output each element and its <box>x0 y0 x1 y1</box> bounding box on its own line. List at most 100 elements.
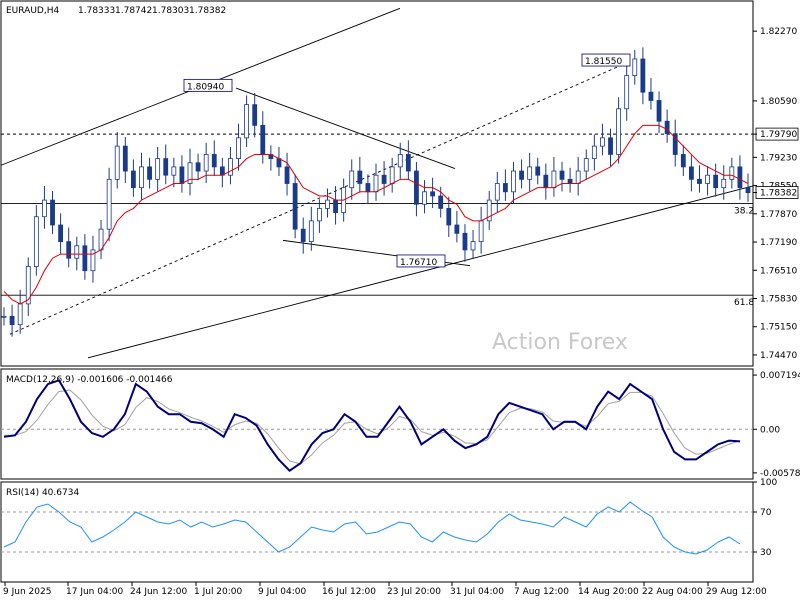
x-tick-9: 14 Aug 20:00 <box>578 587 639 597</box>
candle-body-87 <box>705 174 710 184</box>
candle-body-55 <box>446 208 452 226</box>
swing-label-1: 1.81550 <box>585 57 622 67</box>
price-tick-1: 1.80590 <box>760 97 797 107</box>
candle-body-9 <box>74 245 80 259</box>
candle-body-63 <box>511 170 516 193</box>
x-tick-1: 17 Jun 04:00 <box>66 587 123 597</box>
candle-body-23 <box>187 162 193 184</box>
candle-body-10 <box>82 245 88 272</box>
candle-body-41 <box>333 199 338 213</box>
candle-body-40 <box>325 199 330 209</box>
candle-body-86 <box>697 178 702 184</box>
price-tick-8: 1.76510 <box>760 266 797 276</box>
fib-label-1: 61.8 <box>734 298 754 308</box>
candle-body-68 <box>551 170 557 189</box>
price-tick-5: 1.78382 <box>760 189 797 199</box>
candle-body-17 <box>139 166 144 189</box>
candle-body-81 <box>656 100 662 122</box>
candle-body-35 <box>284 166 290 184</box>
swing-label-2: 1.76710 <box>400 258 437 268</box>
candle-body-15 <box>122 145 128 172</box>
candle-body-45 <box>365 183 371 193</box>
price-tick-3: 1.79230 <box>760 153 797 163</box>
candle-body-24 <box>195 162 201 172</box>
candle-body-70 <box>567 178 573 184</box>
candle-body-44 <box>357 170 363 184</box>
ohlc-high: 1.78742 <box>115 6 152 16</box>
candle-body-85 <box>688 166 694 180</box>
candle-body-69 <box>559 170 565 180</box>
swing-box-2 <box>396 254 446 268</box>
wedge-upper-line <box>235 87 456 169</box>
candle-body-4 <box>33 216 39 267</box>
price-tick-0: 1.82270 <box>760 27 797 37</box>
macd-title: MACD(12,26,9) -0.001606 -0.001466 <box>6 375 173 385</box>
macd-layer <box>1 379 753 473</box>
price-tick-9: 1.75830 <box>760 294 797 304</box>
price-title: EURAUD,H4 <box>6 6 59 16</box>
candle-body-37 <box>300 228 306 243</box>
price-tick-2: 1.79790 <box>760 130 797 140</box>
candle-body-11 <box>90 249 96 272</box>
x-tick-0: 9 Jun 2025 <box>3 587 51 597</box>
macd-tick-0: 0.007194 <box>760 371 800 381</box>
candle-body-5 <box>42 199 47 218</box>
candle-body-60 <box>486 199 492 222</box>
candle-body-57 <box>462 232 468 251</box>
candle-body-88 <box>713 174 719 189</box>
candle-body-71 <box>575 170 581 184</box>
candle-body-67 <box>543 174 549 189</box>
candle-body-31 <box>252 104 258 126</box>
candle-body-78 <box>632 58 638 76</box>
rsi-title: RSI(14) 40.6734 <box>6 488 79 498</box>
candle-body-46 <box>373 174 379 193</box>
swing-label-0: 1.80940 <box>187 82 224 92</box>
rsi-panel <box>0 481 754 583</box>
candle-body-3 <box>25 266 31 305</box>
candle-body-7 <box>58 224 64 243</box>
rsi-tick-0: 100 <box>760 478 777 488</box>
candle-body-83 <box>672 133 678 155</box>
ohlc-low: 1.78303 <box>152 6 189 16</box>
candle-body-22 <box>179 166 185 184</box>
candle-body-75 <box>608 137 613 155</box>
candle-body-28 <box>228 158 233 176</box>
candle-body-51 <box>414 170 419 205</box>
candle-body-92 <box>745 187 751 194</box>
rsi-line <box>3 501 741 555</box>
price-tick-10: 1.75150 <box>760 323 797 333</box>
candle-body-89 <box>721 178 727 189</box>
candle-body-50 <box>405 154 411 172</box>
candle-body-47 <box>381 174 387 184</box>
macd-panel <box>0 368 754 480</box>
candle-body-54 <box>438 195 444 209</box>
candle-body-66 <box>535 166 541 176</box>
x-tick-4: 9 Jul 04:00 <box>258 587 307 597</box>
price-tick-6: 1.77870 <box>760 210 797 220</box>
candle-body-18 <box>147 166 152 180</box>
candle-body-59 <box>478 220 484 243</box>
price-panel <box>0 0 754 367</box>
swing-box-0 <box>183 78 233 92</box>
candle-body-8 <box>66 241 72 259</box>
candle-body-43 <box>349 170 355 189</box>
x-tick-6: 23 Jul 20:00 <box>387 587 441 597</box>
price-layer: 38.2 61.8 1.80940 1.81550 1.76710 <box>0 7 754 359</box>
macd-signal-line <box>4 389 741 465</box>
candle-body-82 <box>664 120 670 135</box>
candle-body-0 <box>1 315 7 318</box>
candle-body-1 <box>9 315 15 326</box>
candle-body-12 <box>98 228 104 251</box>
candle-body-79 <box>640 58 646 93</box>
candle-body-64 <box>519 170 524 180</box>
price-tick-11: 1.74470 <box>760 351 797 361</box>
candle-body-48 <box>389 166 395 184</box>
x-tick-11: 29 Aug 12:00 <box>706 587 767 597</box>
candle-body-65 <box>527 166 533 180</box>
macd-tick-1: 0.00 <box>760 425 780 435</box>
candle-body-49 <box>397 154 403 168</box>
candle-body-84 <box>680 154 686 168</box>
candle-body-80 <box>648 91 654 101</box>
x-tick-5: 16 Jul 12:00 <box>322 587 376 597</box>
moving-average-line <box>3 124 749 305</box>
